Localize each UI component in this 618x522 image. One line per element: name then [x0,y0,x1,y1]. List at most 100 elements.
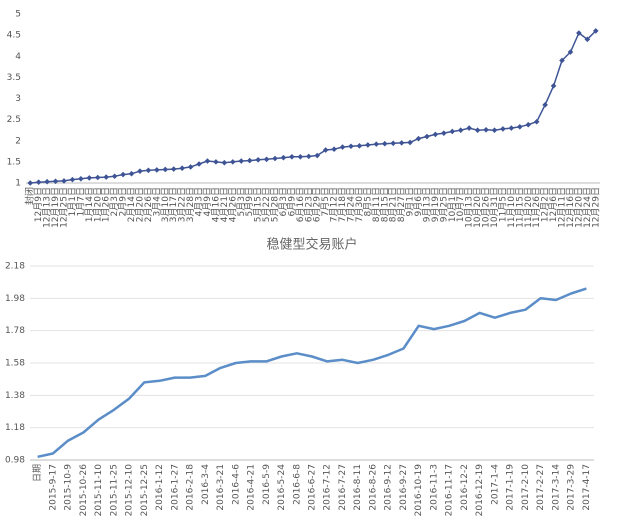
y-tick-label: 1.78 [5,326,25,336]
y-tick-label: 2 [15,136,21,146]
x-tick-label: 10月7日 [455,187,466,222]
data-point [137,168,143,174]
x-tick-label: 2016-8-11 [353,464,363,511]
x-tick-label: 12月16日 [565,187,576,228]
x-tick-label: 9月6日 [413,187,424,216]
x-tick-label: 11月5日 [497,187,508,222]
x-tick-label: 5月28日 [270,187,281,222]
data-point [424,133,430,140]
data-point [559,57,565,64]
x-tick-label: 7月24日 [345,187,356,222]
data-point [120,171,126,178]
data-point [196,161,202,167]
data-point [238,158,245,164]
x-tick-label: 封闭 [24,187,36,205]
x-tick-label: 3月17日 [168,187,179,222]
x-tick-label: 11月10日 [506,187,517,228]
x-tick-label: 2015-12-25 [140,464,150,516]
data-point [297,154,304,160]
x-tick-label: 2015-10-26 [79,464,89,517]
data-point [69,176,76,183]
x-tick-label: 2月9日 [118,187,129,216]
y-tick-label: 5 [15,10,21,20]
data-point [390,140,396,147]
data-point [457,127,464,133]
x-tick-label: 2016-4-21 [247,464,257,511]
data-point [78,175,84,182]
y-tick-label: 1 [15,179,21,189]
x-tick-label: 1月7日 [75,187,86,216]
data-point [263,156,270,163]
x-tick-label: 1月20日 [92,187,103,222]
x-tick-label: 2016-12-2 [460,464,470,511]
data-point [35,179,42,185]
x-tick-label: 2016-6-8 [292,464,302,505]
data-point [280,154,287,161]
x-tick-label: 2017-1-4 [490,464,500,505]
x-tick-label: 11月20日 [523,187,534,228]
chart-title: 稳健型交易账户 [266,237,357,253]
data-point [381,140,388,147]
data-point [322,147,329,153]
data-point [466,125,472,131]
data-point [592,28,599,34]
data-point [272,155,278,162]
data-point [52,178,59,185]
x-tick-label: 12月9日 [33,187,44,222]
x-tick-label: 8月11日 [371,187,382,222]
data-point [128,170,135,177]
x-tick-label: 2016-9-12 [384,464,394,511]
x-tick-label: 2016-3-21 [216,464,226,511]
data-point [517,124,523,130]
data-point [339,144,346,150]
x-tick-label: 12月6日 [548,187,559,222]
x-tick-label: 2016-11-17 [445,464,455,516]
x-tick-label: 2017-3-14 [551,464,561,511]
data-point [170,166,177,172]
x-tick-label: 1月1日 [67,187,78,216]
data-point [230,159,236,165]
x-tick-label: 日期 [32,464,43,482]
data-point [407,139,413,146]
x-tick-label: 9月1日 [405,187,416,216]
x-tick-label: 10月13日 [464,187,475,228]
data-point [500,126,506,132]
x-tick-label: 2017-4-17 [582,464,592,511]
x-tick-label: 2017-2-10 [521,464,531,511]
x-tick-label: 12月25日 [58,187,69,228]
data-point [103,174,109,180]
x-tick-label: 6月16日 [295,187,306,222]
y-tick-label: 3.5 [7,73,21,83]
x-tick-label: 2017-1-19 [506,464,516,511]
x-tick-label: 12月20日 [573,187,584,228]
data-point [213,159,219,165]
data-point [348,143,354,150]
x-tick-label: 8月27日 [396,187,407,222]
x-tick-label: 1月14日 [84,187,95,222]
data-point [289,154,295,160]
x-tick-label: 10月1日 [447,187,458,222]
x-tick-label: 9月19日 [430,187,441,222]
x-tick-label: 2017-3-29 [567,464,577,511]
x-tick-label: 2016-8-26 [368,464,378,511]
x-tick-label: 2016-5-9 [262,464,272,505]
x-tick-label: 2月3日 [109,187,120,216]
x-tick-label: 2月26日 [143,187,154,222]
data-point [204,158,211,164]
x-tick-label: 2015-11-25 [109,464,119,516]
data-point [508,125,515,131]
data-point [542,102,548,108]
x-tick-label: 2016-2-18 [186,464,196,511]
x-tick-label: 2016-12-19 [475,464,485,517]
x-tick-label: 6月9日 [286,187,297,216]
x-tick-label: 5月9日 [244,187,255,216]
data-point [86,175,93,181]
x-tick-label: 2015-10-9 [64,464,74,511]
x-tick-label: 3月10日 [160,187,171,222]
data-point [550,83,557,89]
y-tick-label: 0.98 [5,456,25,466]
x-tick-label: 4月9日 [202,187,213,216]
y-tick-label: 2.18 [5,262,25,272]
x-tick-label: 2月20日 [134,187,145,222]
x-tick-label: 12月11日 [557,187,568,228]
